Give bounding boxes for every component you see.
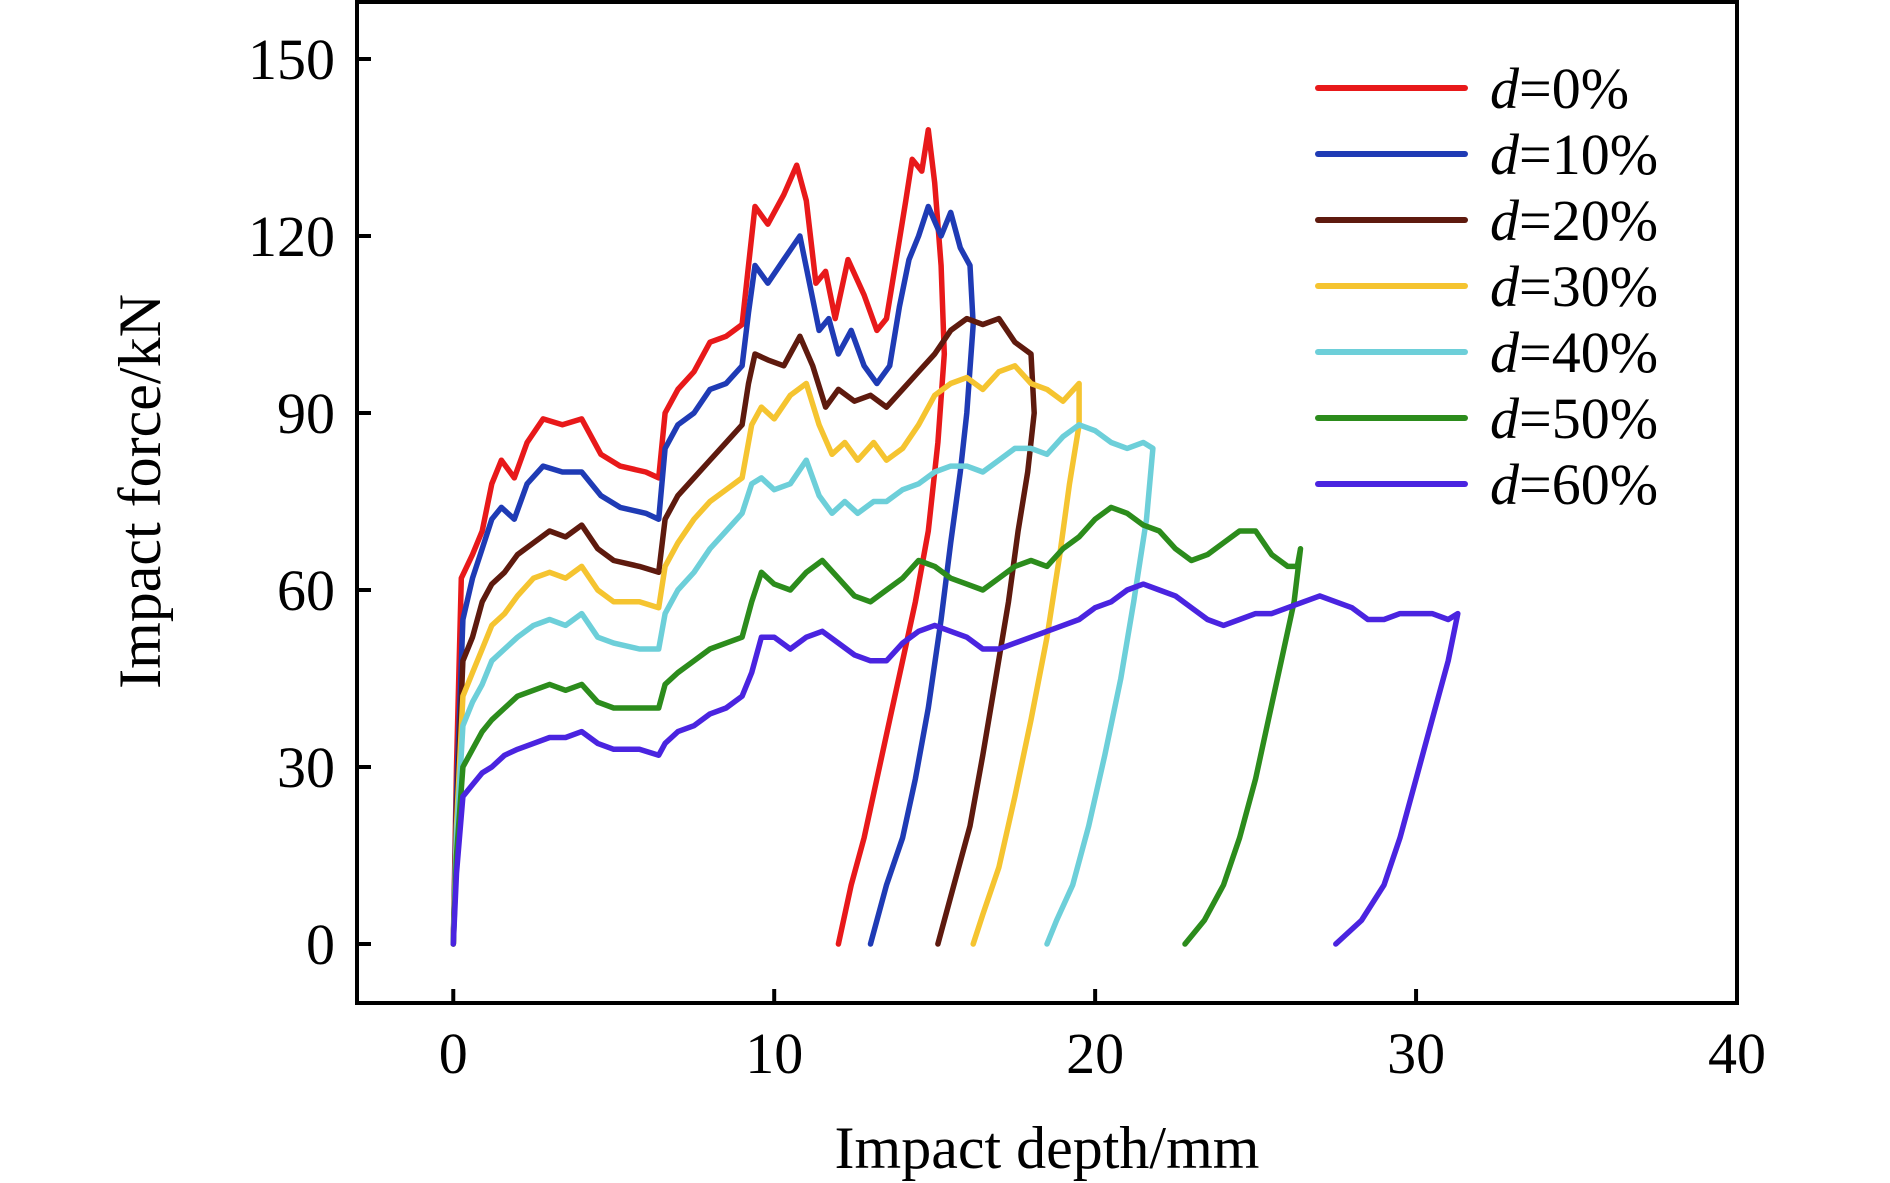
x-tick-label: 20: [1066, 1021, 1124, 1086]
legend-var: d: [1490, 452, 1520, 517]
x-tick-label: 0: [439, 1021, 468, 1086]
y-axis-label: Impact force/kN: [107, 294, 173, 689]
series-line-d10: [450, 203, 976, 947]
legend-value: =0%: [1519, 56, 1629, 121]
legend-label: d=60%: [1490, 452, 1658, 517]
series-line-d40: [450, 422, 1156, 947]
legend-label: d=20%: [1490, 188, 1658, 253]
series-line-d0: [450, 127, 948, 947]
legend-value: =20%: [1519, 188, 1658, 253]
legend-var: d: [1490, 122, 1520, 187]
legend-label: d=10%: [1490, 122, 1658, 187]
legend-label: d=0%: [1490, 56, 1629, 121]
y-axis-ticks: 0 30 60 90 120 150: [248, 27, 371, 977]
legend-label: d=40%: [1490, 320, 1658, 385]
legend-value: =60%: [1519, 452, 1658, 517]
y-tick-label: 90: [277, 381, 335, 446]
series-group: [450, 127, 1461, 947]
legend-var: d: [1490, 320, 1520, 385]
series-line-d20: [450, 315, 1037, 947]
legend-var: d: [1490, 254, 1520, 319]
legend-label: d=50%: [1490, 386, 1658, 451]
plot-frame: [355, 0, 1739, 1005]
legend-label: d=30%: [1490, 254, 1658, 319]
x-axis-label: Impact depth/mm: [835, 1115, 1260, 1181]
series-line-d50: [450, 504, 1304, 947]
y-tick-label: 0: [306, 912, 335, 977]
legend-var: d: [1490, 56, 1520, 121]
x-tick-label: 10: [745, 1021, 803, 1086]
legend-value: =50%: [1519, 386, 1658, 451]
x-tick-label: 40: [1708, 1021, 1766, 1086]
x-tick-label: 30: [1387, 1021, 1445, 1086]
series-line-d30: [450, 363, 1082, 947]
legend-value: =30%: [1519, 254, 1658, 319]
x-axis-ticks: 0 10 20 30 40: [439, 989, 1766, 1086]
legend-value: =40%: [1519, 320, 1658, 385]
legend-value: =10%: [1519, 122, 1658, 187]
y-tick-label: 150: [248, 27, 335, 92]
series-line-d60: [450, 581, 1461, 947]
legend-var: d: [1490, 188, 1520, 253]
y-tick-label: 120: [248, 204, 335, 269]
legend: d=0%d=10%d=20%d=30%d=40%d=50%d=60%: [1315, 56, 1658, 517]
y-tick-label: 60: [277, 558, 335, 623]
plot-border: [355, 0, 1739, 1005]
legend-var: d: [1490, 386, 1520, 451]
y-tick-label: 30: [277, 735, 335, 800]
